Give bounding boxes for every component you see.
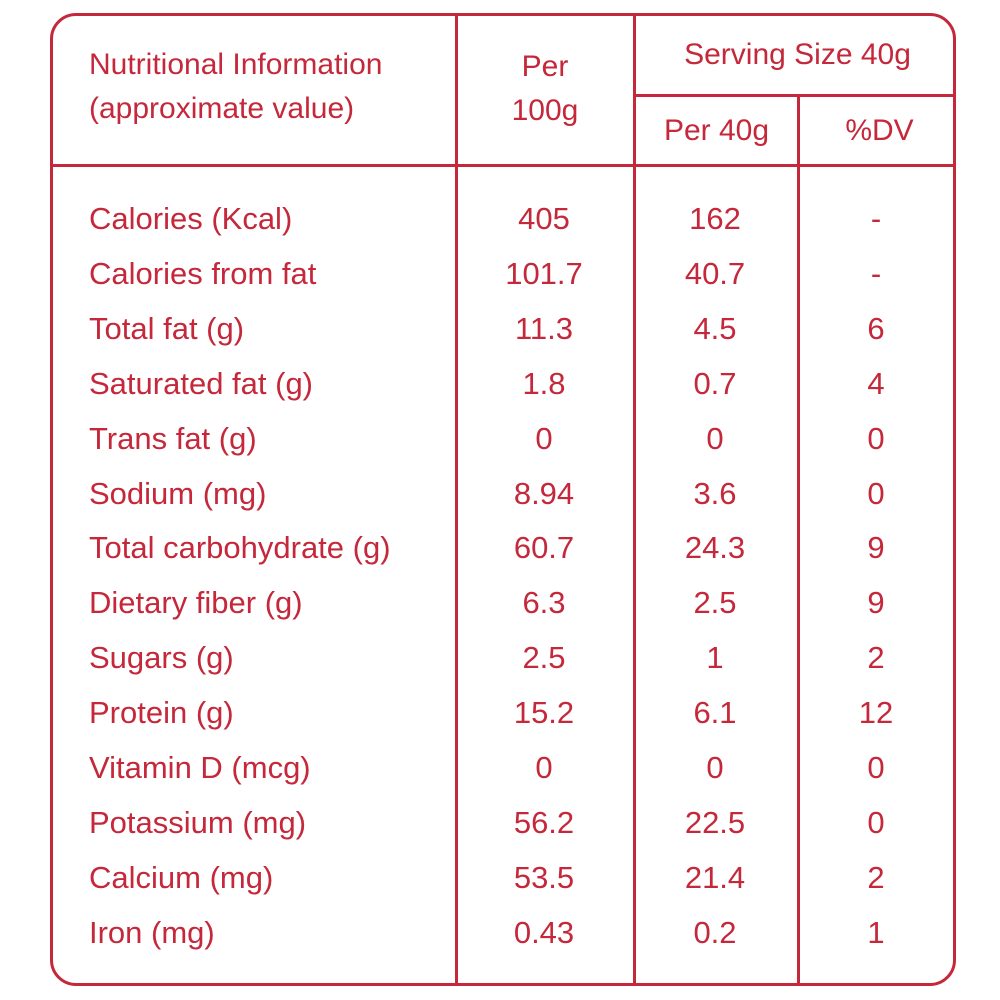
nutrient-name: Total fat (g) xyxy=(89,310,245,346)
divider-under-header xyxy=(53,164,953,167)
value-per-100g: 53.5 xyxy=(513,859,575,895)
nutrient-name: Trans fat (g) xyxy=(89,420,257,456)
nutrition-table: Nutritional Information (approximate val… xyxy=(50,13,956,986)
value-per-40g: 0.2 xyxy=(693,914,737,950)
value-per-40g: 4.5 xyxy=(693,310,737,346)
value-per-40g: 6.1 xyxy=(693,695,737,731)
nutrient-name: Iron (mg) xyxy=(89,914,215,950)
table-row: Trans fat (g) 0 0 0 xyxy=(53,412,953,466)
table-row: Potassium (mg) 56.2 22.5 0 xyxy=(53,796,953,850)
header-100g: 100g xyxy=(511,94,579,127)
value-percent-dv: - xyxy=(870,201,882,236)
value-percent-dv: 0 xyxy=(867,804,885,840)
value-percent-dv: 12 xyxy=(858,695,894,731)
value-per-40g: 22.5 xyxy=(684,804,746,840)
value-percent-dv: 4 xyxy=(867,365,885,401)
value-per-100g: 0 xyxy=(535,420,553,456)
value-per-100g: 6.3 xyxy=(522,585,566,621)
table-row: Iron (mg) 0.43 0.2 1 xyxy=(53,906,953,960)
value-per-40g: 162 xyxy=(689,201,741,236)
table-row: Sodium (mg) 8.94 3.6 0 xyxy=(53,467,953,521)
value-per-100g: 0 xyxy=(535,750,553,785)
value-per-100g: 2.5 xyxy=(522,640,566,676)
nutrient-name: Sodium (mg) xyxy=(89,475,267,511)
value-per-40g: 40.7 xyxy=(684,255,746,291)
value-per-100g: 8.94 xyxy=(513,475,575,511)
value-percent-dv: 2 xyxy=(867,640,885,676)
table-row: Dietary fiber (g) 6.3 2.5 9 xyxy=(53,576,953,630)
value-percent-dv: 1 xyxy=(867,914,885,950)
table-row: Total fat (g) 11.3 4.5 6 xyxy=(53,302,953,356)
header-per-40g: Per 40g xyxy=(663,114,770,147)
divider-after-name-column xyxy=(455,16,458,983)
value-per-100g: 11.3 xyxy=(514,310,574,346)
nutrient-name: Total carbohydrate (g) xyxy=(89,530,391,566)
value-per-40g: 0 xyxy=(706,420,724,456)
table-row: Calories from fat 101.7 40.7 - xyxy=(53,247,953,301)
value-per-40g: 21.4 xyxy=(684,859,746,895)
value-per-40g: 24.3 xyxy=(684,530,746,566)
nutrient-name: Vitamin D (mcg) xyxy=(89,750,311,785)
table-row: Calories (Kcal) 405 162 - xyxy=(53,192,953,246)
header-per: Per xyxy=(521,50,569,83)
divider-after-per100-column xyxy=(633,16,636,983)
value-percent-dv: 9 xyxy=(867,585,885,621)
value-per-100g: 405 xyxy=(518,201,570,236)
table-row: Calcium (mg) 53.5 21.4 2 xyxy=(53,851,953,905)
table-row: Sugars (g) 2.5 1 2 xyxy=(53,631,953,685)
divider-under-serving-size xyxy=(633,94,953,97)
value-percent-dv: 6 xyxy=(867,310,885,346)
value-per-40g: 2.5 xyxy=(693,585,737,621)
header-approximate-value: (approximate value) xyxy=(89,92,355,125)
nutrient-name: Potassium (mg) xyxy=(89,804,307,840)
header-serving-size: Serving Size 40g xyxy=(684,38,911,71)
divider-after-per40-column xyxy=(797,97,800,983)
value-per-100g: 0.43 xyxy=(513,914,575,950)
value-percent-dv: 0 xyxy=(867,420,885,456)
table-row: Total carbohydrate (g) 60.7 24.3 9 xyxy=(53,521,953,575)
header-percent-dv: %DV xyxy=(845,114,914,147)
nutrient-name: Dietary fiber (g) xyxy=(89,585,303,621)
nutrient-name: Calories from fat xyxy=(89,255,317,291)
nutrient-name: Calcium (mg) xyxy=(89,859,274,895)
table-row: Vitamin D (mcg) 0 0 0 xyxy=(53,741,953,795)
value-percent-dv: 9 xyxy=(867,530,885,566)
value-per-40g: 0 xyxy=(706,750,724,785)
value-per-40g: 3.6 xyxy=(693,475,737,511)
table-row: Saturated fat (g) 1.8 0.7 4 xyxy=(53,357,953,411)
value-percent-dv: 0 xyxy=(867,750,885,785)
value-per-100g: 60.7 xyxy=(513,530,575,566)
value-per-40g: 0.7 xyxy=(693,365,737,401)
nutrient-name: Calories (Kcal) xyxy=(89,201,293,236)
value-percent-dv: 2 xyxy=(867,859,885,895)
value-per-100g: 56.2 xyxy=(513,804,575,840)
value-per-100g: 101.7 xyxy=(505,255,583,291)
value-per-100g: 1.8 xyxy=(522,365,566,401)
value-percent-dv: - xyxy=(870,255,882,291)
value-per-40g: 1 xyxy=(706,640,724,676)
value-per-100g: 15.2 xyxy=(513,695,575,731)
nutrient-name: Sugars (g) xyxy=(89,640,234,676)
header-nutritional-information: Nutritional Information xyxy=(89,48,383,81)
table-row: Protein (g) 15.2 6.1 12 xyxy=(53,686,953,740)
nutrient-name: Protein (g) xyxy=(89,695,234,731)
value-percent-dv: 0 xyxy=(867,475,885,511)
nutrient-name: Saturated fat (g) xyxy=(89,365,314,401)
